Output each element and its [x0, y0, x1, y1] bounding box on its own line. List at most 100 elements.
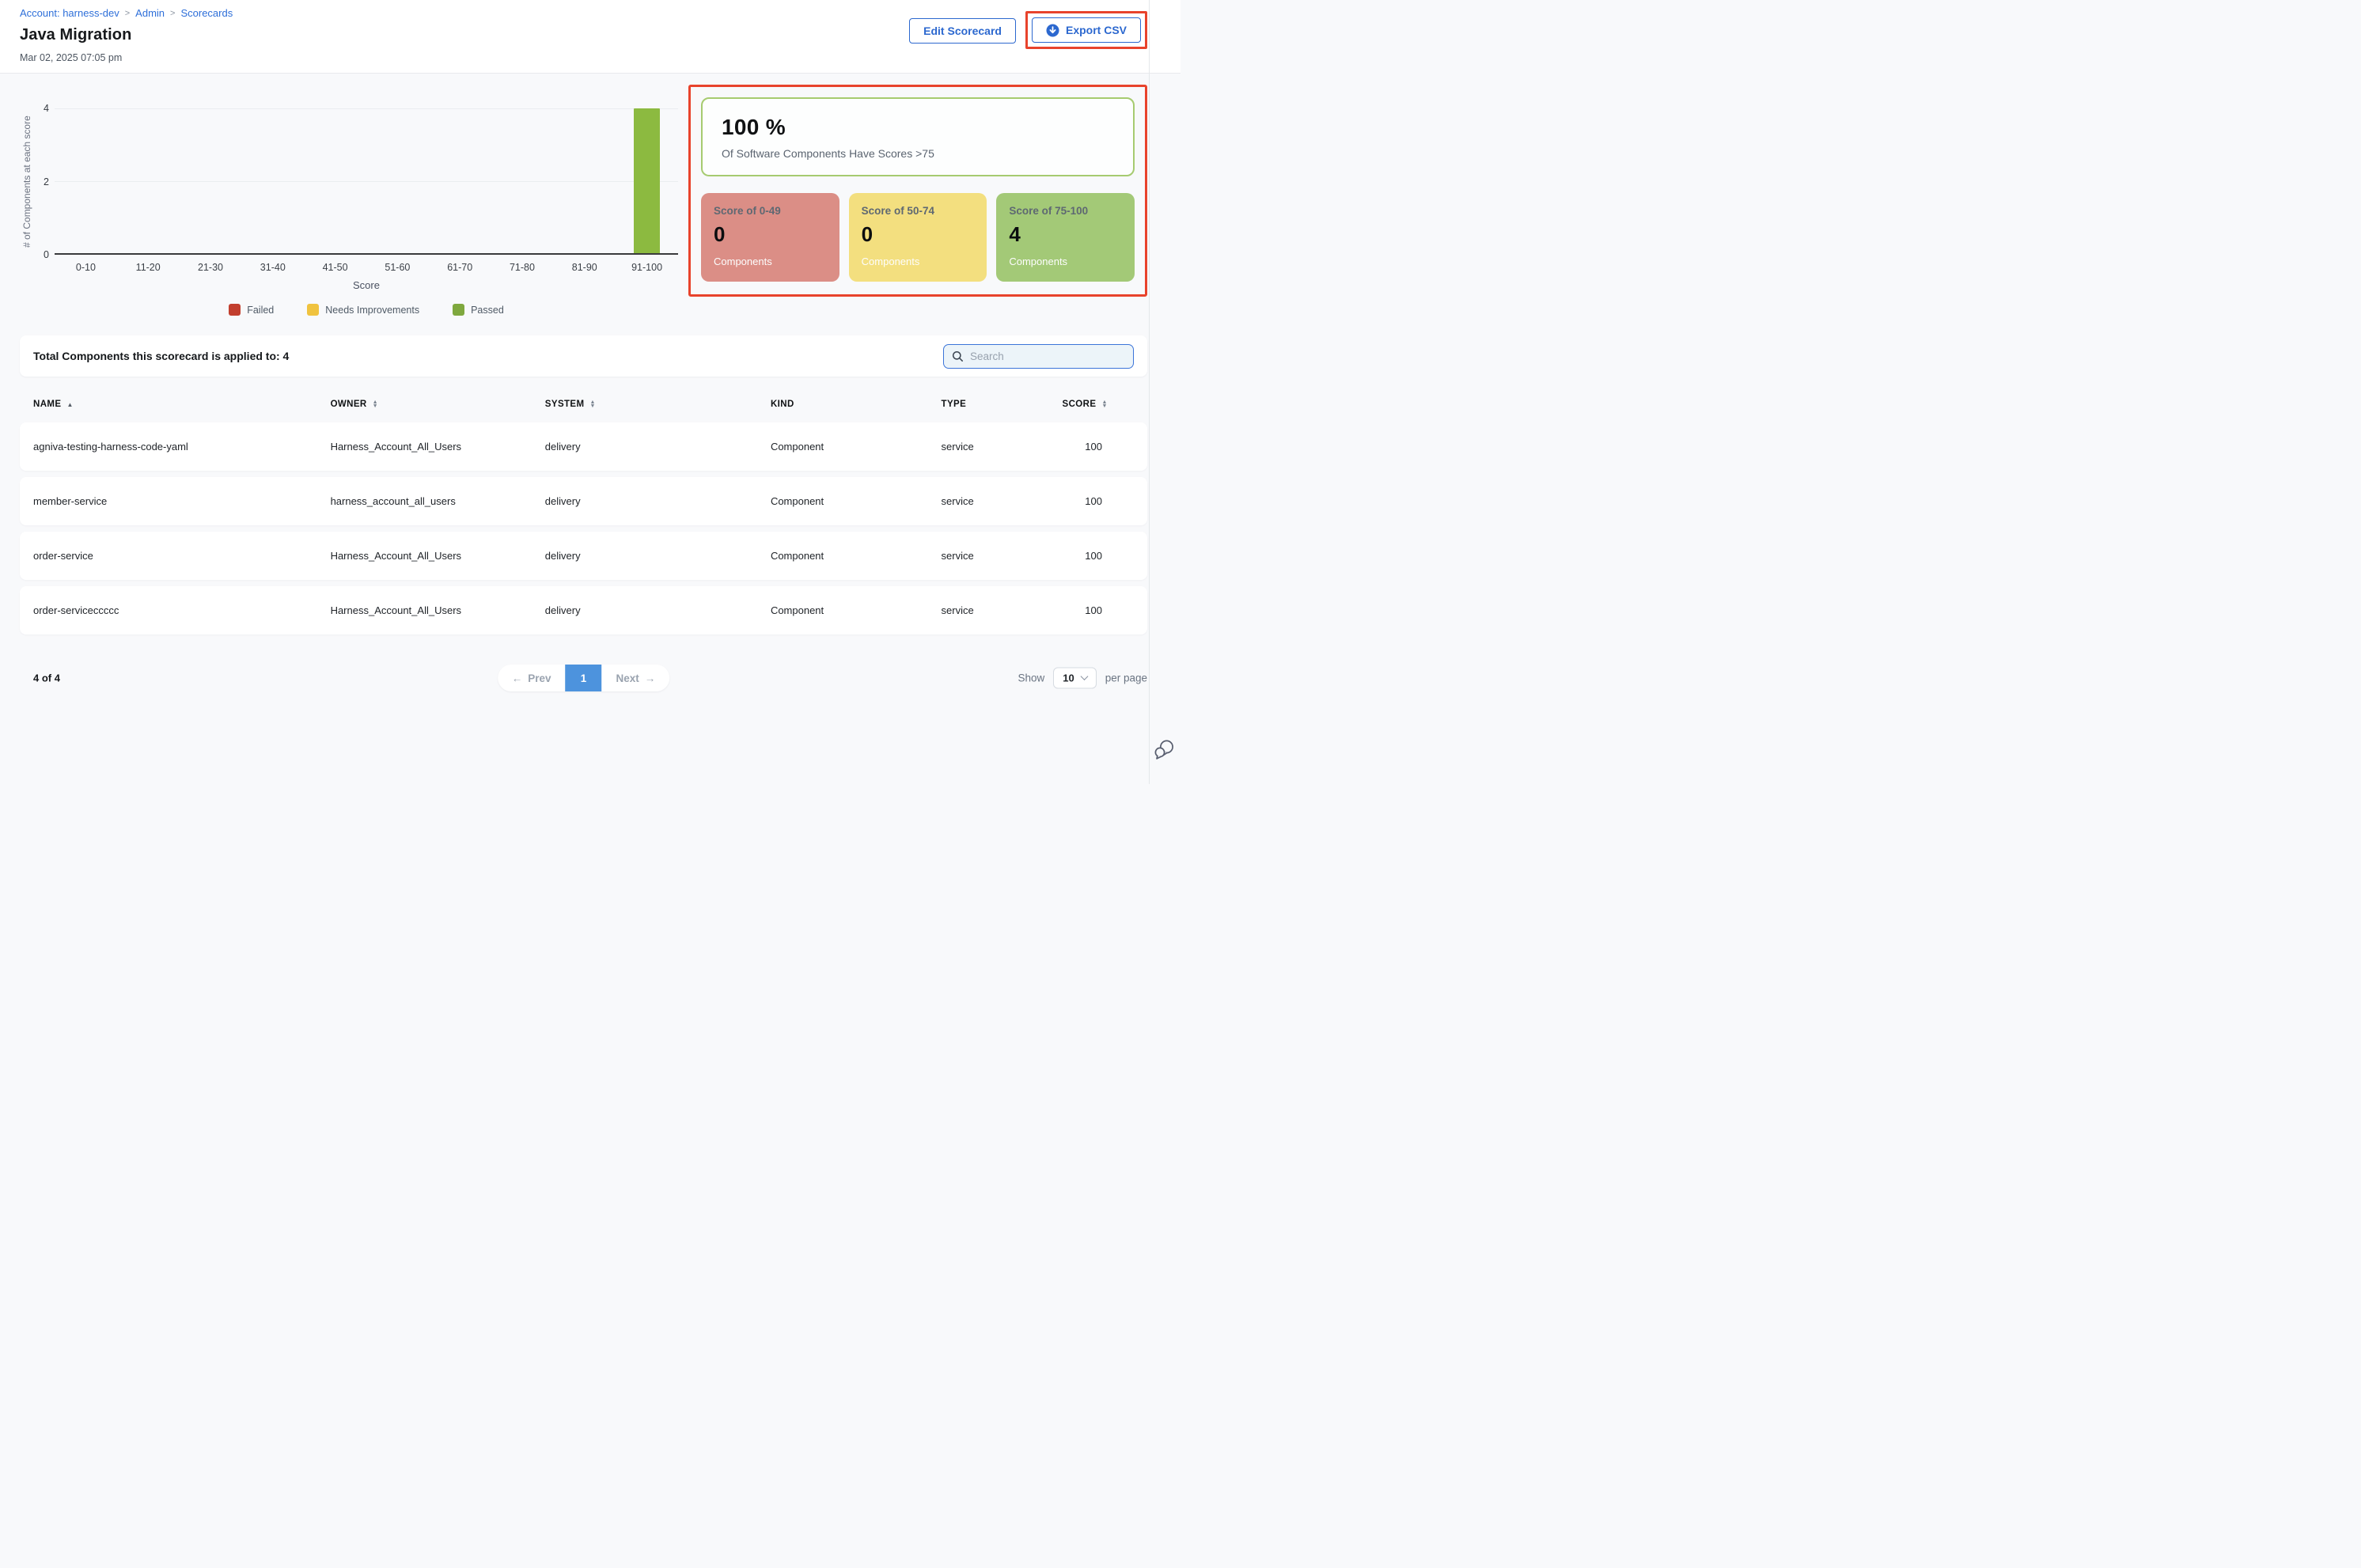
chevron-down-icon — [1080, 672, 1089, 680]
search-box — [943, 343, 1134, 369]
bar-slot-11-20 — [117, 108, 180, 253]
x-axis-labels: 0-10 11-20 21-30 31-40 41-50 51-60 61-70 71-80 8… — [55, 262, 678, 273]
breadcrumb-account-link[interactable]: Account: harness-dev — [20, 7, 119, 19]
cell-name: member-service — [33, 495, 108, 507]
cell-system: delivery — [544, 441, 581, 453]
x-axis: 0-10 11-20 21-30 31-40 41-50 51-60 61-70 71-80 8… — [20, 262, 678, 273]
next-page-button[interactable]: Next → — [602, 665, 670, 691]
cell-kind: Component — [770, 550, 824, 562]
header-left: Account: harness-dev > Admin > Scorecard… — [20, 7, 233, 63]
y-tick: 0 — [44, 249, 49, 260]
bars — [55, 108, 678, 253]
search-input[interactable] — [970, 350, 1125, 362]
bar-slot-51-60 — [366, 108, 429, 253]
overview-row: # of Components at each score 0 2 4 0-10 11… — [20, 85, 1147, 316]
search-icon — [952, 350, 964, 362]
breadcrumb-scorecards-link[interactable]: Scorecards — [180, 7, 233, 19]
y-axis-ticks: 0 2 4 — [34, 103, 55, 260]
legend-item-needs-improvements[interactable]: Needs Improvements — [307, 304, 419, 316]
cell-score: 100 — [1085, 441, 1102, 453]
header-actions: Edit Scorecard Export CSV — [909, 11, 1147, 63]
stat-card-label: Score of 50-74 — [861, 205, 934, 217]
cell-type: service — [941, 441, 974, 453]
chart-plot — [55, 108, 678, 255]
breadcrumb-admin-link[interactable]: Admin — [135, 7, 165, 19]
edit-scorecard-label: Edit Scorecard — [923, 25, 1002, 37]
chart-body: # of Components at each score 0 2 4 — [20, 103, 678, 260]
chart-legend: Failed Needs Improvements Passed — [55, 304, 678, 316]
x-tick-label: 31-40 — [260, 262, 286, 273]
bar-slot-91-100 — [616, 108, 678, 253]
table-row[interactable]: member-service harness_account_all_users d… — [20, 477, 1147, 525]
prev-page-button[interactable]: ← Prev — [498, 665, 566, 691]
column-header-owner[interactable]: OWNER ▲ ▼ — [331, 400, 545, 409]
column-header-system[interactable]: SYSTEM ▲ ▼ — [545, 400, 771, 409]
stat-card-caption: Components — [861, 256, 920, 267]
gridline — [55, 108, 678, 109]
stat-card-caption: Components — [714, 256, 772, 267]
x-tick-label: 91-100 — [631, 262, 663, 273]
table-row[interactable]: agniva-testing-harness-code-yaml Harness_… — [20, 422, 1147, 471]
show-label: Show — [1018, 672, 1045, 684]
cell-kind: Component — [770, 441, 824, 453]
column-header-label: KIND — [770, 400, 794, 409]
page-header: Account: harness-dev > Admin > Scorecard… — [0, 0, 1180, 74]
column-header-name[interactable]: NAME ▲ — [33, 400, 331, 409]
legend-item-failed[interactable]: Failed — [229, 304, 274, 316]
x-tick-label: 0-10 — [75, 262, 96, 273]
x-tick-label: 81-90 — [571, 262, 597, 273]
total-components-label: Total Components this scorecard is appli… — [33, 350, 290, 362]
export-csv-button[interactable]: Export CSV — [1031, 17, 1141, 43]
breadcrumb-separator: > — [170, 8, 176, 18]
cell-system: delivery — [544, 550, 581, 562]
bar-slot-21-30 — [180, 108, 242, 253]
headline-caption: Of Software Components Have Scores >75 — [722, 146, 934, 160]
legend-label: Needs Improvements — [325, 304, 420, 316]
cell-system: delivery — [544, 495, 581, 507]
edit-scorecard-button[interactable]: Edit Scorecard — [909, 18, 1016, 44]
table-toolbar: Total Components this scorecard is appli… — [20, 335, 1147, 377]
stat-card-value: 0 — [861, 222, 874, 246]
bar-slot-0-10 — [55, 108, 117, 253]
cell-name: agniva-testing-harness-code-yaml — [33, 441, 188, 453]
page-size-select[interactable]: 10 — [1053, 667, 1097, 689]
sort-down-icon: ▼ — [372, 403, 378, 409]
pager: ← Prev 1 Next → — [497, 665, 670, 691]
breadcrumb-separator: > — [124, 8, 131, 18]
column-header-type: TYPE — [942, 400, 1063, 409]
column-header-label: NAME — [33, 400, 62, 409]
x-axis-label: Score — [353, 279, 380, 291]
sort-up-icon: ▲ — [1101, 399, 1108, 405]
stat-card-score-of-75-100: Score of 75-100 4 Components — [996, 193, 1135, 282]
cell-name: order-serviceccccc — [33, 604, 119, 616]
sort-icon: ▲ ▼ — [1101, 400, 1107, 409]
cell-owner: Harness_Account_All_Users — [330, 441, 462, 453]
cell-type: service — [941, 495, 974, 507]
cell-score: 100 — [1085, 495, 1102, 507]
sort-up-icon: ▲ — [589, 399, 596, 405]
export-csv-label: Export CSV — [1065, 24, 1127, 36]
column-header-score[interactable]: SCORE ▲ ▼ — [1063, 400, 1139, 409]
y-axis-label: # of Components at each score — [21, 116, 32, 248]
page-1-button[interactable]: 1 — [565, 665, 602, 691]
headline-stat-card: 100 % Of Software Components Have Scores… — [701, 97, 1135, 176]
legend-swatch — [229, 304, 241, 316]
table-row[interactable]: order-serviceccccc Harness_Account_All_Us… — [20, 586, 1147, 634]
legend-item-passed[interactable]: Passed — [453, 304, 504, 316]
legend-swatch — [307, 304, 320, 316]
bar-slot-31-40 — [241, 108, 304, 253]
arrow-left-icon: ← — [511, 672, 523, 684]
bar-slot-61-70 — [429, 108, 491, 253]
sort-icon: ▲ ▼ — [589, 400, 595, 409]
sort-icon: ▲ ▼ — [373, 400, 378, 409]
chat-icon[interactable] — [1154, 739, 1175, 764]
y-tick: 4 — [44, 103, 49, 114]
table-body: agniva-testing-harness-code-yaml Harness_… — [20, 422, 1147, 634]
table-row[interactable]: order-service Harness_Account_All_Users de… — [20, 532, 1147, 580]
stat-card-value: 4 — [1009, 222, 1021, 246]
page-date: Mar 02, 2025 07:05 pm — [20, 52, 123, 63]
column-header-label: SCORE — [1062, 400, 1097, 409]
x-tick-label: 21-30 — [198, 262, 223, 273]
axis-spacer — [20, 262, 55, 273]
